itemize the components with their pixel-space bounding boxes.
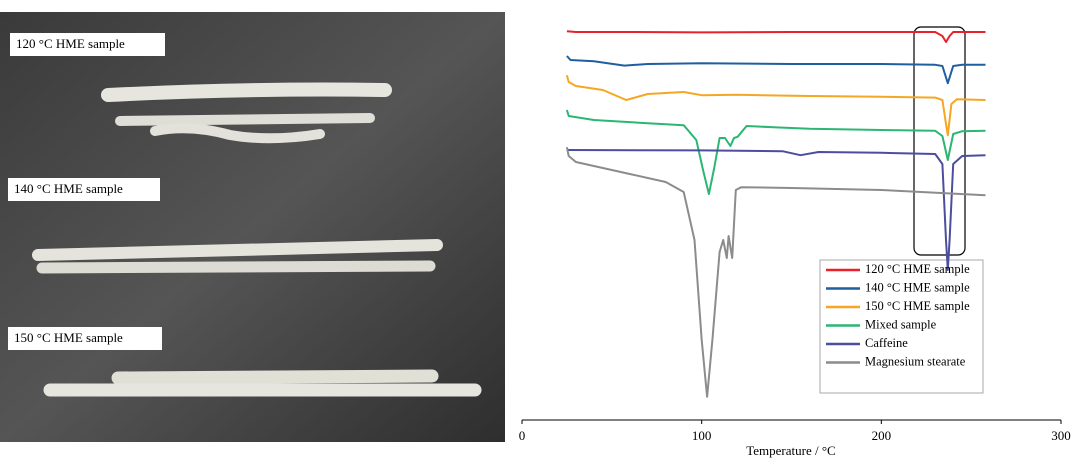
x-axis-label: Temperature / °C — [746, 443, 835, 458]
rod — [108, 90, 385, 95]
x-tick-label: 100 — [692, 428, 712, 443]
legend-label: Mixed sample — [865, 317, 937, 331]
legend-label: 140 °C HME sample — [865, 280, 970, 294]
photo: 120 °C HME sample 140 °C HME sample 150 … — [0, 12, 505, 442]
photo-label: 140 °C HME sample — [14, 181, 123, 196]
series-line — [567, 56, 986, 83]
chart: Temperature / °C 0 100 200 300 120 °C HME sa… — [519, 27, 1071, 458]
series-line — [567, 150, 986, 270]
series-line — [567, 75, 986, 135]
figure-canvas: 120 °C HME sample 140 °C HME sample 150 … — [0, 0, 1076, 462]
legend-label: 120 °C HME sample — [865, 262, 970, 276]
photo-label: 120 °C HME sample — [16, 36, 125, 51]
x-tick-label: 0 — [519, 428, 526, 443]
photo-label: 150 °C HME sample — [14, 330, 123, 345]
legend-label: 150 °C HME sample — [865, 299, 970, 313]
legend-label: Magnesium stearate — [865, 354, 966, 368]
x-tick-label: 300 — [1051, 428, 1071, 443]
rod — [42, 266, 430, 268]
highlight-box — [914, 27, 965, 255]
series-line — [567, 31, 986, 42]
rod — [120, 118, 370, 121]
legend-label: Caffeine — [865, 336, 908, 350]
rod — [118, 376, 432, 378]
x-tick-label: 200 — [872, 428, 892, 443]
figure: 120 °C HME sample 140 °C HME sample 150 … — [0, 0, 1076, 462]
